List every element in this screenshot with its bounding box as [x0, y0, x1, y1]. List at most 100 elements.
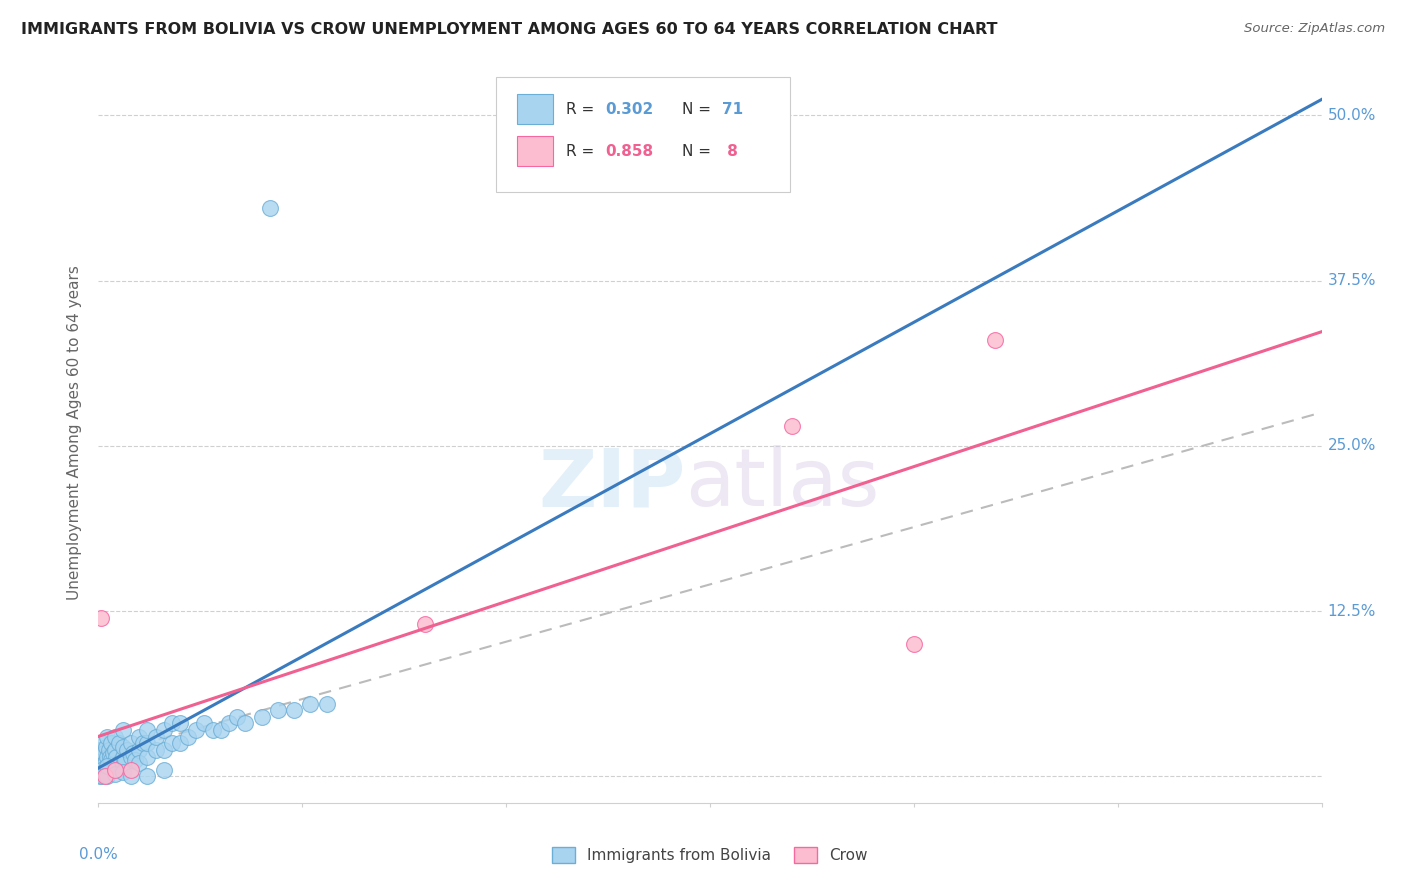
Point — [233, 716, 256, 731]
Point — [120, 749, 142, 764]
Point — [96, 758, 118, 772]
Text: R =: R = — [565, 102, 599, 117]
Point — [299, 697, 322, 711]
Point — [96, 749, 118, 764]
Point — [120, 763, 142, 777]
Point — [160, 736, 183, 750]
Point — [96, 769, 118, 783]
Bar — [517, 95, 554, 124]
Point — [152, 763, 174, 777]
Point — [145, 730, 167, 744]
Text: 71: 71 — [723, 102, 744, 117]
Point — [104, 763, 127, 777]
Point — [90, 611, 112, 625]
Point — [111, 765, 134, 780]
Point — [111, 740, 134, 755]
Point — [91, 754, 114, 768]
Point — [104, 730, 127, 744]
Text: N =: N = — [682, 102, 716, 117]
Text: 0.858: 0.858 — [605, 144, 652, 159]
Text: ZIP: ZIP — [538, 445, 686, 524]
Point — [186, 723, 208, 737]
Point — [104, 756, 127, 771]
Point — [152, 723, 174, 737]
Point — [201, 723, 224, 737]
Point — [111, 749, 134, 764]
Point — [193, 716, 215, 731]
Point — [169, 736, 191, 750]
Point — [120, 736, 142, 750]
Point — [259, 201, 281, 215]
Point — [97, 758, 120, 772]
Point — [105, 749, 128, 764]
Point — [128, 756, 150, 771]
Text: 25.0%: 25.0% — [1327, 438, 1376, 453]
Point — [98, 749, 121, 764]
Point — [98, 743, 121, 757]
Point — [104, 743, 127, 757]
Point — [177, 730, 200, 744]
Text: 37.5%: 37.5% — [1327, 273, 1376, 288]
Point — [903, 637, 925, 651]
Point — [100, 736, 122, 750]
Point — [101, 746, 124, 760]
Text: atlas: atlas — [686, 445, 880, 524]
Text: Source: ZipAtlas.com: Source: ZipAtlas.com — [1244, 22, 1385, 36]
Y-axis label: Unemployment Among Ages 60 to 64 years: Unemployment Among Ages 60 to 64 years — [67, 265, 83, 600]
Point — [91, 736, 114, 750]
FancyBboxPatch shape — [496, 78, 790, 192]
Point — [121, 746, 143, 760]
Point — [100, 754, 122, 768]
Point — [114, 754, 136, 768]
Legend: Immigrants from Bolivia, Crow: Immigrants from Bolivia, Crow — [546, 841, 875, 869]
Point — [124, 754, 146, 768]
Point — [413, 617, 436, 632]
Point — [283, 703, 305, 717]
Point — [267, 703, 290, 717]
Point — [91, 758, 114, 772]
Point — [128, 730, 150, 744]
Point — [96, 730, 118, 744]
Point — [152, 743, 174, 757]
Point — [136, 736, 159, 750]
Bar — [517, 136, 554, 166]
Text: 8: 8 — [723, 144, 738, 159]
Point — [136, 723, 159, 737]
Point — [94, 769, 117, 783]
Point — [94, 756, 117, 771]
Text: 50.0%: 50.0% — [1327, 108, 1376, 123]
Text: R =: R = — [565, 144, 599, 159]
Point — [91, 769, 114, 783]
Point — [226, 710, 249, 724]
Text: IMMIGRANTS FROM BOLIVIA VS CROW UNEMPLOYMENT AMONG AGES 60 TO 64 YEARS CORRELATI: IMMIGRANTS FROM BOLIVIA VS CROW UNEMPLOY… — [21, 22, 998, 37]
Point — [169, 716, 191, 731]
Point — [89, 743, 111, 757]
Point — [90, 756, 112, 771]
Point — [108, 756, 131, 771]
Text: N =: N = — [682, 144, 716, 159]
Point — [89, 769, 111, 783]
Point — [250, 710, 273, 724]
Point — [132, 736, 155, 750]
Point — [780, 419, 803, 434]
Text: 0.0%: 0.0% — [79, 847, 118, 863]
Point — [128, 743, 150, 757]
Point — [104, 766, 127, 780]
Point — [115, 743, 138, 757]
Point — [90, 763, 112, 777]
Text: 12.5%: 12.5% — [1327, 604, 1376, 618]
Point — [209, 723, 232, 737]
Point — [108, 736, 131, 750]
Point — [120, 769, 142, 783]
Point — [218, 716, 240, 731]
Point — [136, 749, 159, 764]
Point — [94, 740, 117, 755]
Point — [145, 743, 167, 757]
Point — [93, 746, 115, 760]
Point — [160, 716, 183, 731]
Point — [111, 723, 134, 737]
Point — [315, 697, 337, 711]
Point — [984, 333, 1007, 347]
Point — [90, 749, 112, 764]
Point — [136, 769, 159, 783]
